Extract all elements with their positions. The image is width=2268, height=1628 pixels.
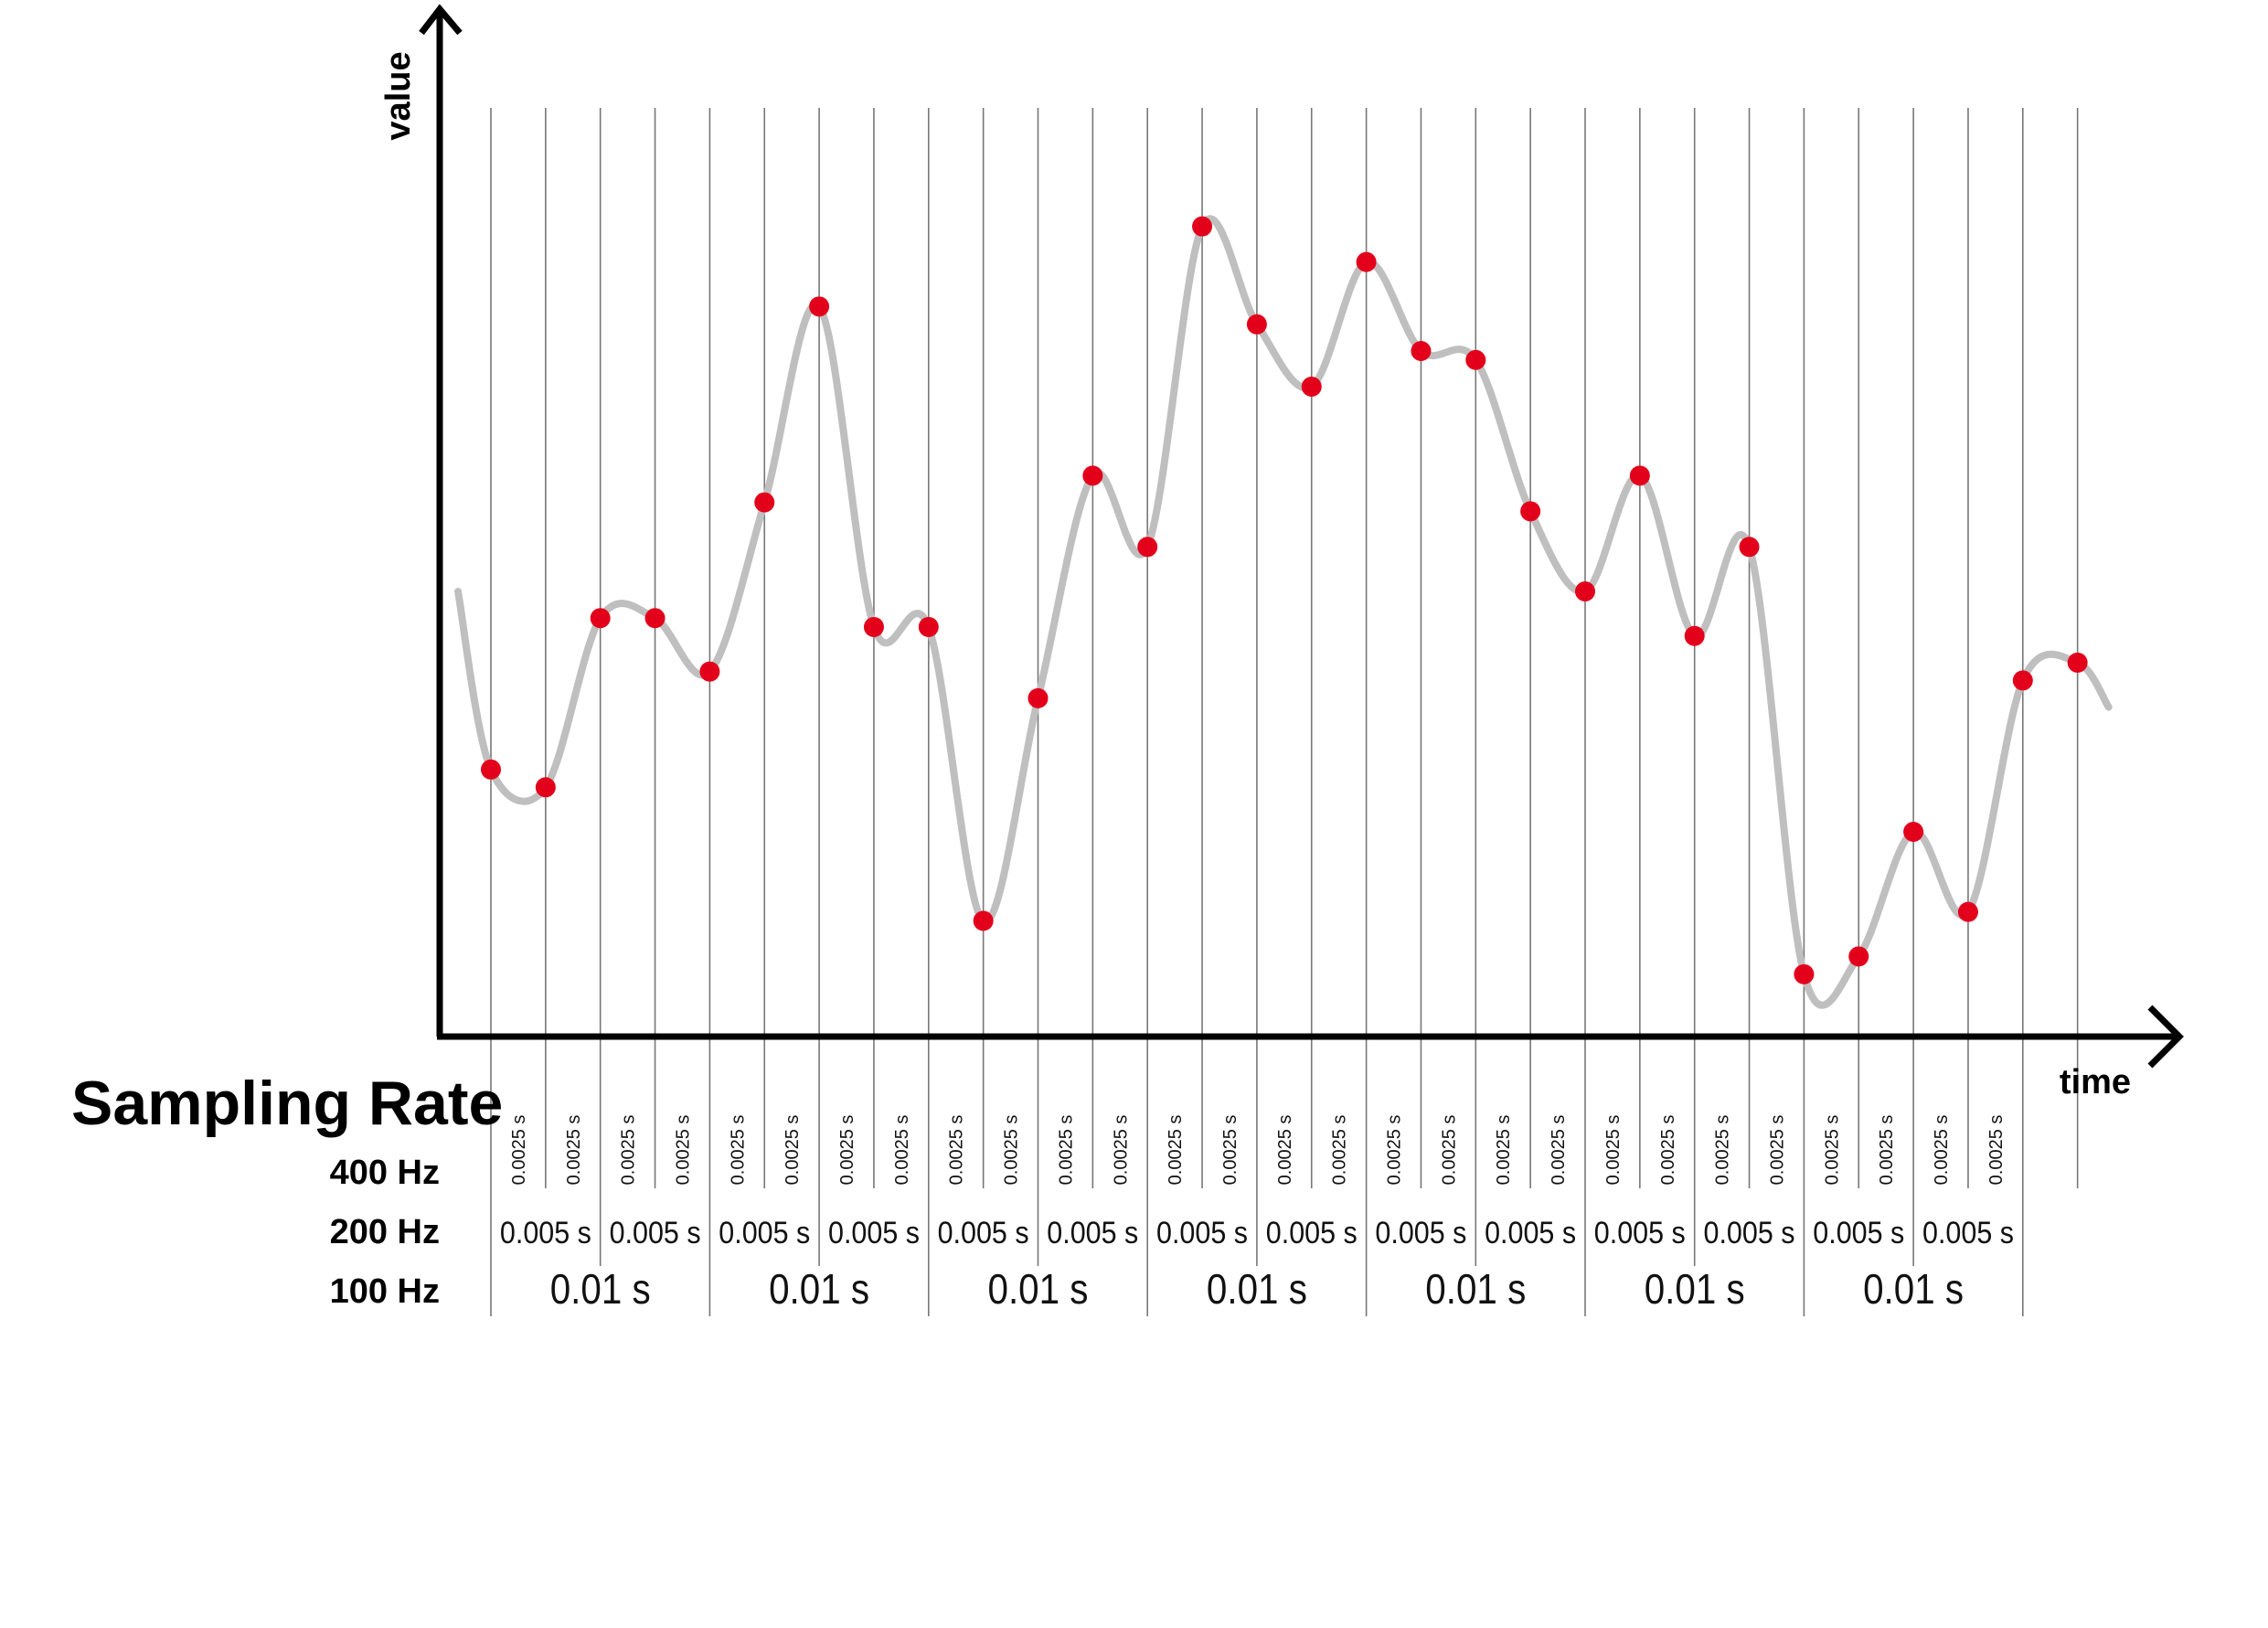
interval-label-400hz: 0.0025 s [509,1115,529,1186]
interval-label-200hz: 0.005 s [1704,1216,1795,1250]
y-axis-label: value [379,51,418,140]
interval-label-400hz: 0.0025 s [1768,1115,1788,1186]
sample-point [1794,963,1815,984]
interval-label-200hz: 0.005 s [719,1216,810,1250]
axes: value time [379,4,2184,1101]
interval-label-400hz: 0.0025 s [892,1115,912,1186]
interval-label-400hz: 0.0025 s [1986,1115,2007,1186]
interval-label-400hz: 0.0025 s [1932,1115,1952,1186]
interval-label-400hz: 0.0025 s [1494,1115,1514,1186]
sample-point [1903,821,1924,842]
sample-point [1192,216,1213,237]
sample-point [918,616,939,637]
interval-label-400hz: 0.0025 s [1166,1115,1186,1186]
sample-point [1957,901,1978,922]
sample-points [481,216,2088,984]
sample-point [1028,687,1049,708]
interval-label-400hz: 0.0025 s [1385,1115,1405,1186]
interval-label-200hz: 0.005 s [500,1216,591,1250]
sample-point [1356,251,1377,272]
sample-point [699,661,720,682]
interval-label-200hz: 0.005 s [1266,1216,1358,1250]
interval-label-100hz: 0.01 s [550,1265,651,1313]
sample-point [535,777,556,798]
interval-label-400hz: 0.0025 s [1220,1115,1240,1186]
sample-point [1465,349,1486,370]
sampling-rate-title: Sampling Rate [71,1069,503,1138]
rate-label-100hz: 100 Hz [330,1272,440,1311]
rate-label-400hz: 400 Hz [330,1154,440,1192]
sample-point [1739,537,1760,558]
sample-point [481,759,501,780]
interval-label-400hz: 0.0025 s [1713,1115,1733,1186]
interval-label-200hz: 0.005 s [610,1216,701,1250]
interval-label-400hz: 0.0025 s [564,1115,584,1186]
sample-point [863,616,884,637]
interval-label-100hz: 0.01 s [1645,1265,1745,1313]
interval-label-400hz: 0.0025 s [1056,1115,1076,1186]
interval-labels: 0.0025 s 0.0025 s 0.0025 s 0.0025 s 0.0025 s… [500,1115,2014,1313]
interval-label-200hz: 0.005 s [1375,1216,1466,1250]
interval-label-200hz: 0.005 s [1156,1216,1248,1250]
interval-label-200hz: 0.005 s [1594,1216,1686,1250]
interval-label-400hz: 0.0025 s [837,1115,857,1186]
sample-point [754,492,775,513]
interval-label-400hz: 0.0025 s [728,1115,748,1186]
sample-point [1848,946,1869,967]
sample-point [973,910,994,931]
x-axis-arrowhead [2147,1005,2184,1069]
interval-label-400hz: 0.0025 s [1111,1115,1131,1186]
sample-point [1301,376,1322,397]
rate-label-200hz: 200 Hz [330,1213,440,1251]
sample-point [644,608,665,629]
sample-point [1684,625,1705,646]
sample-point [590,608,611,629]
interval-label-200hz: 0.005 s [938,1216,1029,1250]
sample-point [1082,465,1103,486]
interval-label-400hz: 0.0025 s [1002,1115,1022,1186]
interval-label-400hz: 0.0025 s [1877,1115,1897,1186]
interval-label-100hz: 0.01 s [769,1265,869,1313]
interval-label-100hz: 0.01 s [1425,1265,1526,1313]
interval-label-400hz: 0.0025 s [674,1115,694,1186]
sample-point [2067,652,2088,673]
interval-label-100hz: 0.01 s [1207,1265,1307,1313]
sample-point [1520,501,1541,522]
interval-label-200hz: 0.005 s [1813,1216,1904,1250]
interval-label-400hz: 0.0025 s [1549,1115,1569,1186]
sample-point [1411,341,1432,362]
sample-point [1137,537,1158,558]
x-axis-label: time [2060,1063,2131,1101]
sampling-rate-legend: Sampling Rate 400 Hz 200 Hz 100 Hz [71,1069,503,1311]
sample-grid [490,108,2079,1316]
interval-label-100hz: 0.01 s [988,1265,1089,1313]
interval-label-100hz: 0.01 s [1863,1265,1964,1313]
interval-label-200hz: 0.005 s [1922,1216,2014,1250]
interval-label-400hz: 0.0025 s [1439,1115,1459,1186]
interval-label-200hz: 0.005 s [828,1216,920,1250]
interval-label-400hz: 0.0025 s [1330,1115,1350,1186]
sample-point [1575,581,1595,601]
interval-label-200hz: 0.005 s [1047,1216,1138,1250]
interval-label-400hz: 0.0025 s [947,1115,967,1186]
interval-label-400hz: 0.0025 s [1275,1115,1295,1186]
interval-label-400hz: 0.0025 s [1603,1115,1624,1186]
sample-point [1629,465,1650,486]
sample-point [1246,314,1267,335]
interval-label-400hz: 0.0025 s [619,1115,639,1186]
sample-point [2012,670,2033,691]
interval-label-400hz: 0.0025 s [783,1115,803,1186]
y-axis-arrowhead [419,4,463,36]
signal-curve [454,215,2113,1009]
interval-label-400hz: 0.0025 s [1822,1115,1842,1186]
interval-label-200hz: 0.005 s [1485,1216,1576,1250]
sample-point [809,296,830,317]
interval-label-400hz: 0.0025 s [1658,1115,1678,1186]
